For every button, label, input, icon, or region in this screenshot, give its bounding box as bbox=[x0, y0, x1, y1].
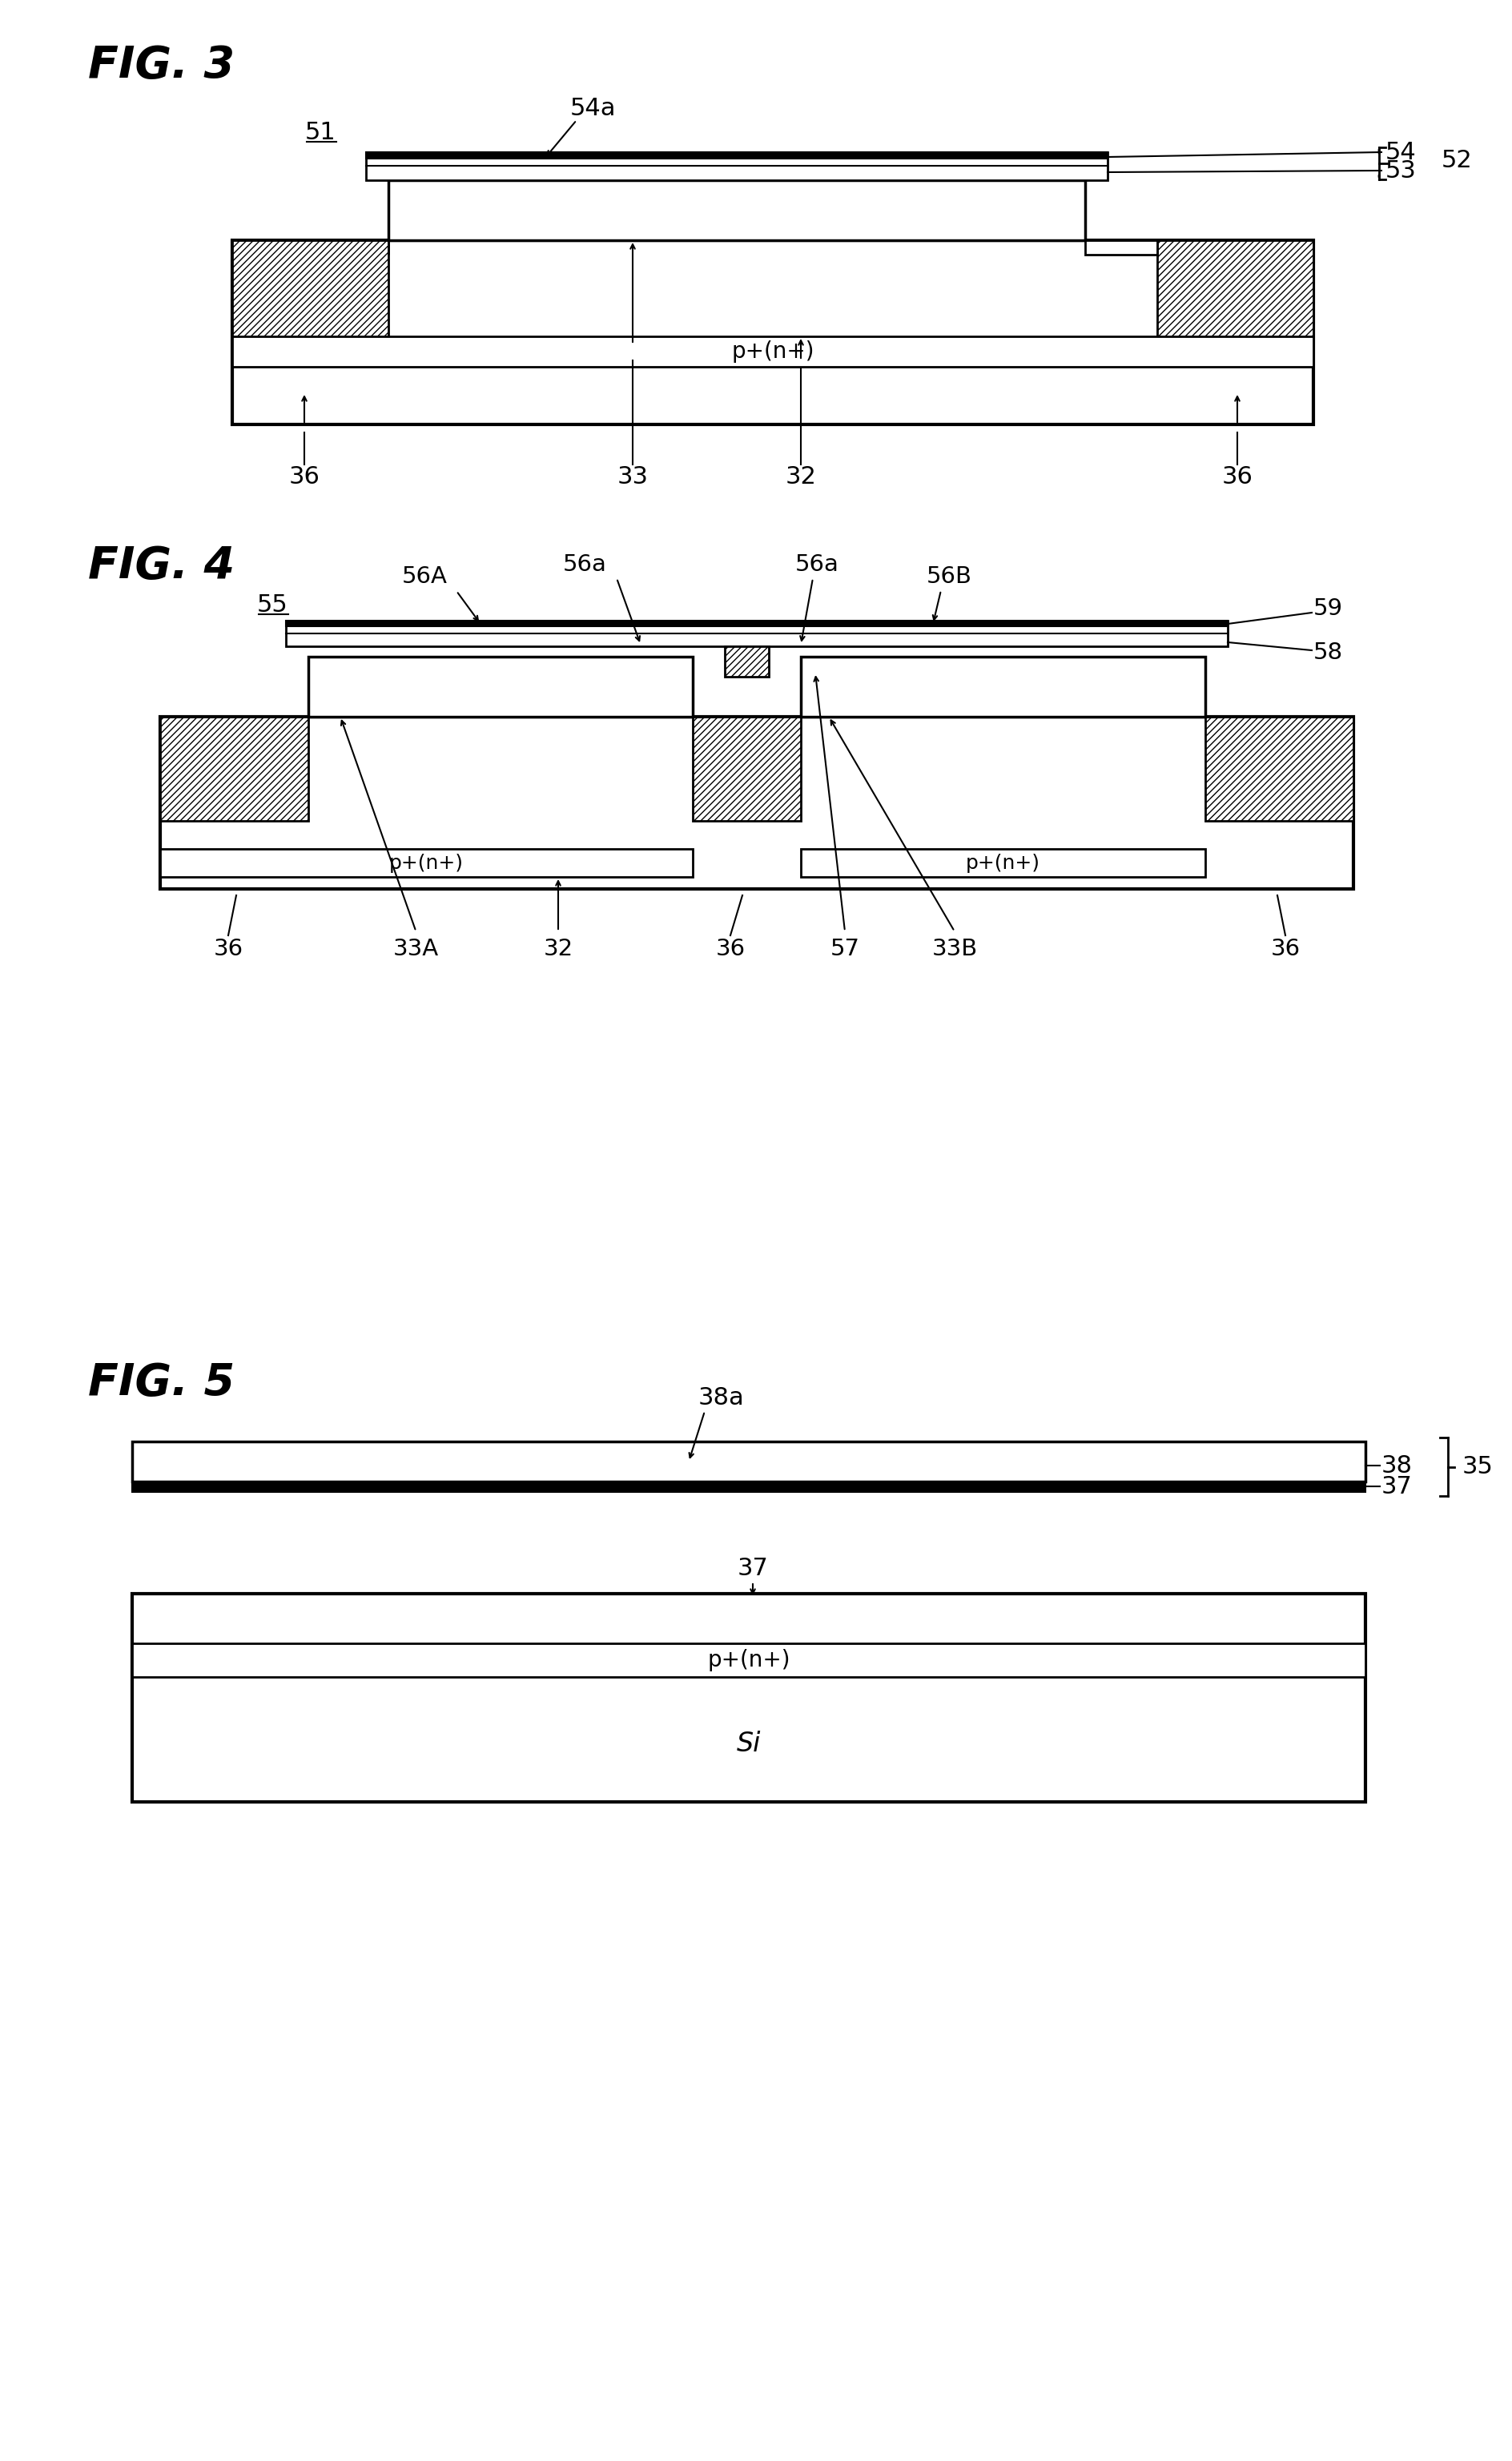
Text: 57: 57 bbox=[830, 938, 860, 960]
Text: 36: 36 bbox=[289, 465, 321, 487]
Text: 56A: 56A bbox=[402, 566, 448, 588]
Bar bbox=[132, 1595, 1365, 1801]
Text: p+(n+): p+(n+) bbox=[389, 854, 464, 874]
Bar bbox=[160, 849, 692, 876]
Bar bbox=[1157, 241, 1314, 345]
Bar bbox=[286, 620, 1228, 625]
Bar bbox=[389, 180, 1086, 241]
Text: FIG. 5: FIG. 5 bbox=[88, 1361, 234, 1405]
Bar bbox=[132, 1644, 1365, 1676]
Text: 37: 37 bbox=[738, 1555, 768, 1580]
Bar bbox=[160, 716, 308, 822]
Text: 36: 36 bbox=[1222, 465, 1253, 487]
Text: 38a: 38a bbox=[697, 1386, 744, 1410]
Text: 55: 55 bbox=[257, 593, 287, 615]
Bar bbox=[366, 153, 1108, 180]
Bar bbox=[132, 1442, 1365, 1482]
Text: 33: 33 bbox=[617, 465, 649, 487]
Bar bbox=[233, 337, 1314, 367]
Bar bbox=[132, 1482, 1365, 1491]
Text: FIG. 3: FIG. 3 bbox=[88, 44, 234, 86]
Text: 35: 35 bbox=[1462, 1454, 1494, 1479]
Bar bbox=[160, 716, 1353, 888]
Bar bbox=[1086, 241, 1157, 253]
Bar bbox=[308, 657, 692, 716]
Text: 54: 54 bbox=[1385, 140, 1417, 165]
Bar bbox=[1205, 716, 1353, 822]
Text: 54a: 54a bbox=[570, 96, 615, 121]
Bar bbox=[233, 241, 389, 345]
Text: 32: 32 bbox=[543, 938, 573, 960]
Text: 53: 53 bbox=[1385, 160, 1417, 182]
Text: 36: 36 bbox=[1270, 938, 1300, 960]
Text: 37: 37 bbox=[1382, 1474, 1412, 1499]
Text: 51: 51 bbox=[305, 121, 336, 143]
Text: 56a: 56a bbox=[795, 554, 839, 576]
Text: 56a: 56a bbox=[562, 554, 606, 576]
Bar bbox=[233, 241, 1314, 423]
Text: FIG. 4: FIG. 4 bbox=[88, 544, 234, 588]
Bar bbox=[724, 647, 768, 677]
Bar bbox=[366, 153, 1108, 158]
Text: p+(n+): p+(n+) bbox=[732, 340, 815, 362]
Text: Si: Si bbox=[736, 1730, 761, 1757]
Bar bbox=[801, 849, 1205, 876]
Text: 33A: 33A bbox=[393, 938, 438, 960]
Text: 38: 38 bbox=[1382, 1454, 1412, 1477]
Text: 33B: 33B bbox=[931, 938, 977, 960]
Text: 36: 36 bbox=[213, 938, 243, 960]
Text: 56B: 56B bbox=[927, 566, 972, 588]
Text: 52: 52 bbox=[1441, 148, 1473, 172]
Text: 36: 36 bbox=[715, 938, 745, 960]
Text: 32: 32 bbox=[785, 465, 816, 487]
Bar bbox=[286, 620, 1228, 647]
Bar bbox=[801, 657, 1205, 716]
Text: p+(n+): p+(n+) bbox=[966, 854, 1040, 874]
Text: 59: 59 bbox=[1314, 598, 1343, 620]
Bar bbox=[692, 716, 801, 822]
Text: 58: 58 bbox=[1314, 642, 1343, 664]
Text: p+(n+): p+(n+) bbox=[708, 1649, 791, 1671]
